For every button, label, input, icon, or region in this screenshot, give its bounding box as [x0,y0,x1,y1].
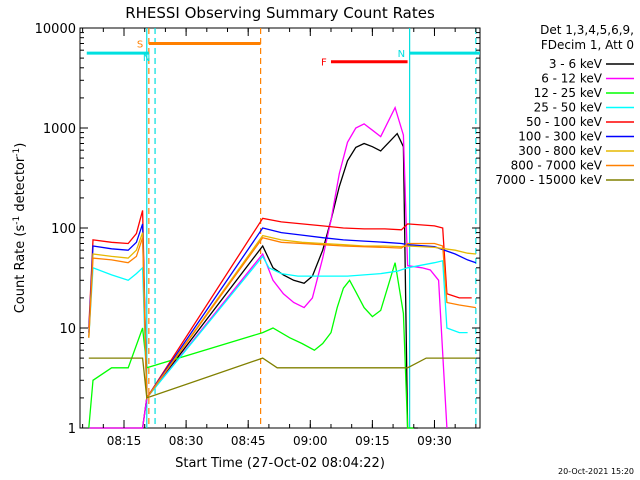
series-line-300-800-kev [88,232,476,400]
series-line-100-300-kev [88,223,477,400]
series-line-3-6-kev [88,132,418,429]
x-axis-label: Start Time (27-Oct-02 08:04:22) [175,456,385,471]
legend-label-50-100-kev: 50 - 100 keV [526,115,603,129]
y-tick-label: 10000 [35,22,76,37]
legend-label-300-800-kev: 300 - 800 keV [518,144,602,158]
footer-date: 20-Oct-2021 15:20 [558,467,634,476]
series-line-800-7000-kev [88,236,477,400]
x-tick-label: 09:30 [417,434,452,448]
x-tick-label: 08:15 [107,434,142,448]
x-tick-label: 08:45 [231,434,266,448]
legend-label-6-12-kev: 6 - 12 keV [541,72,603,86]
x-tick-label: 09:00 [293,434,328,448]
legend-label-100-300-kev: 100 - 300 keV [518,130,602,144]
flag-label-n-3: N [398,49,405,60]
legend-header-line-1: Det 1,3,4,5,6,9, [540,23,634,37]
legend-label-25-50-kev: 25 - 50 keV [534,101,603,115]
x-tick-label: 09:15 [355,434,390,448]
flag-label-n-2: N [143,53,150,64]
chart-title: RHESSI Observing Summary Count Rates [125,4,435,22]
series-line-12-25-kev [88,262,414,429]
data-layer: SN NF [86,28,480,429]
series-line-50-100-kev [88,210,472,401]
legend-header-line-2: FDecim 1, Att 0 [541,38,634,52]
series-line-6-12-kev [88,105,448,429]
y-tick-label: 1000 [43,122,76,137]
series-line-7000-15000-kev [88,357,476,399]
y-tick-label: 100 [51,222,76,237]
y-tick-label: 10 [59,322,76,337]
y-tick-label: 1 [68,422,76,437]
y-axis-label: Count Rate (s-1 detector-1) [12,143,28,314]
series-line-25-50-kev [88,255,468,400]
legend: Det 1,3,4,5,6,9, FDecim 1, Att 0 3 - 6 k… [495,23,634,187]
legend-label-3-6-kev: 3 - 6 keV [549,57,603,71]
flag-label-f-4: F [321,58,327,69]
legend-label-800-7000-kev: 800 - 7000 keV [511,159,603,173]
x-tick-label: 08:30 [169,434,204,448]
legend-label-12-25-kev: 12 - 25 keV [534,86,603,100]
flag-label-s-1: S [137,39,143,50]
legend-label-7000-15000-kev: 7000 - 15000 keV [495,173,602,187]
axes-layer: 08:15 08:30 08:45 09:00 09:15 09:30 1 10 100 1000… [35,22,480,448]
